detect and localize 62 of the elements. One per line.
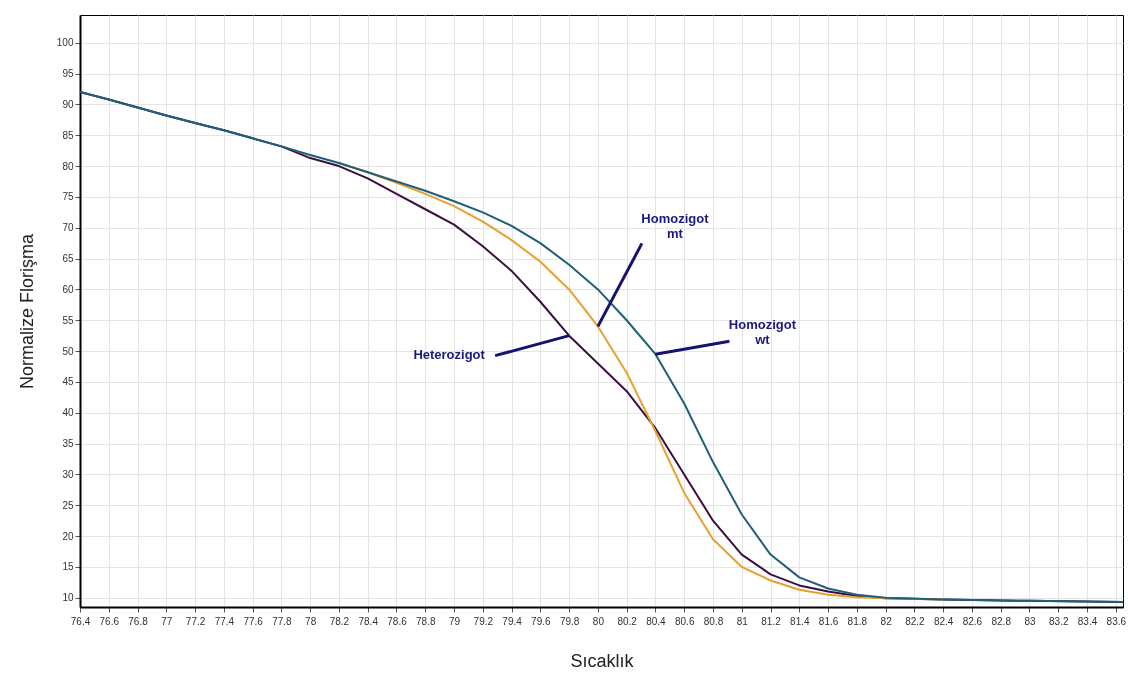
x-tick-label: 81.6 bbox=[818, 615, 839, 627]
annotation: Homozigot mt bbox=[641, 210, 710, 241]
x-tick-label: 83.4 bbox=[1077, 615, 1098, 627]
y-tick-label: 80 bbox=[62, 160, 74, 172]
annotation: Homozigot wt bbox=[728, 316, 797, 347]
x-tick-label: 78.2 bbox=[329, 615, 350, 627]
x-tick-label: 79.6 bbox=[531, 615, 552, 627]
y-tick-label: 85 bbox=[62, 129, 74, 141]
x-tick-label: 81.4 bbox=[790, 615, 810, 627]
x-tick-label: 80.8 bbox=[703, 615, 724, 627]
y-tick-label: 100 bbox=[56, 37, 74, 49]
x-tick-label: 82.2 bbox=[905, 615, 926, 627]
y-tick-label: 30 bbox=[62, 468, 74, 480]
x-tick-label: 82 bbox=[880, 615, 893, 627]
x-tick-label: 81.8 bbox=[847, 615, 868, 627]
x-tick-label: 77 bbox=[161, 615, 173, 627]
y-tick-label: 25 bbox=[62, 499, 74, 511]
y-axis-title: Normalize Florişma bbox=[16, 233, 37, 390]
annotation: Heterozigot bbox=[413, 346, 486, 362]
y-tick-label: 65 bbox=[62, 253, 74, 265]
y-tick-label: 20 bbox=[62, 530, 74, 542]
x-tick-label: 81.2 bbox=[761, 615, 782, 627]
y-tick-label: 55 bbox=[62, 314, 74, 326]
x-tick-label: 80.4 bbox=[646, 615, 667, 627]
x-tick-label: 79 bbox=[448, 615, 461, 627]
y-tick-label: 90 bbox=[62, 98, 74, 110]
x-tick-label: 81 bbox=[736, 615, 749, 627]
x-tick-label: 83 bbox=[1024, 615, 1036, 627]
y-tick-label: 10 bbox=[62, 592, 74, 604]
x-tick-label: 76.8 bbox=[128, 615, 149, 627]
x-tick-label: 78.4 bbox=[358, 615, 379, 627]
x-axis-title: Sıcaklık bbox=[570, 650, 635, 671]
y-tick-label: 45 bbox=[62, 376, 74, 388]
y-tick-label: 15 bbox=[62, 561, 74, 573]
line-series bbox=[80, 91, 1123, 604]
x-tick-label: 76.6 bbox=[99, 615, 120, 627]
x-tick-label: 77.8 bbox=[272, 615, 293, 627]
y-tick-label: 95 bbox=[62, 68, 74, 80]
x-tick-label: 82.8 bbox=[991, 615, 1012, 627]
x-tick-label: 78.8 bbox=[416, 615, 436, 627]
y-tick-label: 35 bbox=[62, 438, 74, 450]
x-tick-label: 79.8 bbox=[559, 615, 580, 627]
y-tick-label: 50 bbox=[62, 345, 74, 357]
y-tick-label: 75 bbox=[62, 191, 74, 203]
x-tick-label: 77.4 bbox=[214, 615, 235, 627]
y-tick-label: 70 bbox=[62, 222, 74, 234]
x-tick-label: 78 bbox=[305, 615, 317, 627]
x-tick-label: 82.6 bbox=[962, 615, 983, 627]
x-tick-label: 80.6 bbox=[674, 615, 695, 627]
y-tick-label: 40 bbox=[62, 407, 74, 419]
x-tick-label: 80 bbox=[592, 615, 605, 627]
x-tick-label: 78.6 bbox=[387, 615, 408, 627]
x-tick-label: 82.4 bbox=[933, 615, 954, 627]
x-tick-label: 79.2 bbox=[473, 615, 494, 627]
x-tick-label: 83.2 bbox=[1049, 615, 1069, 627]
x-tick-label: 80.2 bbox=[617, 615, 638, 627]
x-tick-label: 77.2 bbox=[185, 615, 206, 627]
x-tick-label: 77.6 bbox=[243, 615, 264, 627]
x-tick-label: 83.6 bbox=[1106, 615, 1127, 627]
y-tick-label: 60 bbox=[62, 283, 74, 295]
x-tick-label: 76.4 bbox=[70, 615, 91, 627]
x-tick-label: 79.4 bbox=[502, 615, 523, 627]
